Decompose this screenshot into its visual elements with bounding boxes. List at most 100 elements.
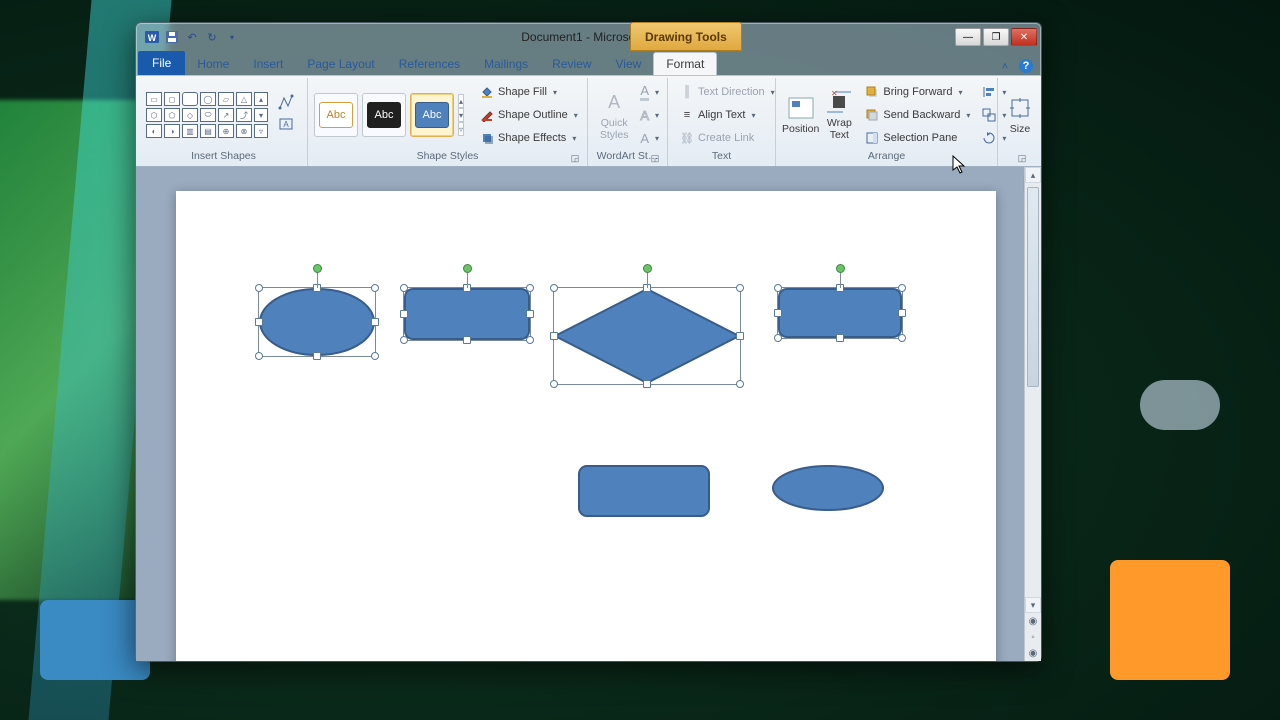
tab-references[interactable]: References (387, 53, 472, 75)
save-icon[interactable] (164, 29, 180, 45)
selection-box (553, 287, 741, 385)
text-box-icon[interactable]: A (278, 116, 294, 137)
selection-pane-button[interactable]: Selection Pane (859, 127, 976, 149)
quick-styles-icon: A (598, 88, 630, 116)
next-page-icon[interactable]: ◉ (1025, 645, 1041, 661)
help-icon[interactable]: ? (1019, 59, 1033, 73)
vertical-scrollbar[interactable]: ▴ ▾ ◉ ◦ ◉ (1024, 167, 1041, 661)
shape-styles-gallery[interactable]: AbcAbcAbc (314, 93, 454, 137)
text-outline-button: A (638, 104, 661, 126)
resize-handle[interactable] (736, 380, 744, 388)
resize-handle[interactable] (400, 284, 408, 292)
group-size: Size ◲ (998, 78, 1034, 166)
titlebar: W ↶ ↻ ▾ Document1 - Microsoft Word — ❐ ✕ (136, 23, 1041, 51)
resize-handle[interactable] (550, 332, 558, 340)
browse-object-icon[interactable]: ◦ (1025, 629, 1041, 645)
shape-fill-button[interactable]: Shape Fill (474, 81, 584, 103)
group-label-insert-shapes: Insert Shapes (146, 150, 301, 166)
shape-effects-button[interactable]: Shape Effects (474, 127, 584, 149)
dialog-launcher-icon[interactable]: ◲ (569, 153, 581, 165)
resize-handle[interactable] (400, 336, 408, 344)
resize-handle[interactable] (526, 336, 534, 344)
close-button[interactable]: ✕ (1011, 28, 1037, 46)
group-text: ║Text Direction ≡Align Text ⛓Create Link… (668, 78, 776, 166)
resize-handle[interactable] (898, 309, 906, 317)
wrap-text-button[interactable]: ✕ Wrap Text (823, 82, 855, 148)
edit-shape-icon[interactable] (278, 94, 294, 115)
resize-handle[interactable] (255, 352, 263, 360)
tab-home[interactable]: Home (185, 53, 241, 75)
rotation-handle[interactable] (643, 264, 652, 273)
bucket-icon (480, 85, 494, 99)
rotation-handle[interactable] (463, 264, 472, 273)
ribbon-tabs: File Home Insert Page Layout References … (136, 51, 1041, 75)
tab-insert[interactable]: Insert (241, 53, 295, 75)
ellipse-shape[interactable] (772, 465, 884, 511)
resize-handle[interactable] (463, 336, 471, 344)
resize-handle[interactable] (898, 334, 906, 342)
redo-icon[interactable]: ↻ (204, 29, 220, 45)
minimize-button[interactable]: — (955, 28, 981, 46)
bring-forward-button[interactable]: Bring Forward (859, 81, 976, 103)
resize-handle[interactable] (371, 284, 379, 292)
maximize-button[interactable]: ❐ (983, 28, 1009, 46)
style-thumb[interactable]: Abc (314, 93, 358, 137)
selection-box (403, 287, 531, 341)
group-arrange: Position ✕ Wrap Text Bring Forward Send … (776, 78, 998, 166)
resize-handle[interactable] (550, 284, 558, 292)
resize-handle[interactable] (774, 284, 782, 292)
scroll-up-icon[interactable]: ▴ (1025, 167, 1041, 183)
size-button[interactable]: Size (1004, 82, 1036, 148)
tab-review[interactable]: Review (540, 53, 603, 75)
style-thumb[interactable]: Abc (362, 93, 406, 137)
tab-mailings[interactable]: Mailings (472, 53, 540, 75)
rotation-handle[interactable] (836, 264, 845, 273)
undo-icon[interactable]: ↶ (184, 29, 200, 45)
style-thumb[interactable]: Abc (410, 93, 454, 137)
roundrect-shape[interactable] (578, 465, 710, 517)
group-insert-shapes: ▭◻◯▱△▴ ⬡⬠◇⬭↗⤴▾ ◐◑▥▤⊕⊗▿ A Insert Shapes (140, 78, 308, 166)
resize-handle[interactable] (371, 352, 379, 360)
dialog-launcher-icon[interactable]: ◲ (1016, 153, 1028, 165)
resize-handle[interactable] (898, 284, 906, 292)
resize-handle[interactable] (526, 284, 534, 292)
resize-handle[interactable] (400, 310, 408, 318)
position-button[interactable]: Position (782, 82, 819, 148)
resize-handle[interactable] (526, 310, 534, 318)
resize-handle[interactable] (736, 284, 744, 292)
resize-handle[interactable] (774, 334, 782, 342)
qat-more-icon[interactable]: ▾ (224, 29, 240, 45)
effects-icon (480, 131, 494, 145)
resize-handle[interactable] (255, 284, 263, 292)
resize-handle[interactable] (736, 332, 744, 340)
gallery-spinner[interactable]: ▴▾▿ (458, 94, 464, 136)
scroll-down-icon[interactable]: ▾ (1025, 597, 1041, 613)
bring-forward-icon (865, 85, 879, 99)
tab-page-layout[interactable]: Page Layout (295, 53, 386, 75)
group-icon (982, 108, 996, 122)
resize-handle[interactable] (550, 380, 558, 388)
ribbon-minimize-icon[interactable]: ˄ (997, 59, 1013, 75)
tab-view[interactable]: View (604, 53, 654, 75)
shapes-gallery[interactable]: ▭◻◯▱△▴ ⬡⬠◇⬭↗⤴▾ ◐◑▥▤⊕⊗▿ (146, 92, 270, 138)
resize-handle[interactable] (774, 309, 782, 317)
resize-handle[interactable] (255, 318, 263, 326)
resize-handle[interactable] (313, 352, 321, 360)
drawing-tools-context-tab[interactable]: Drawing Tools (630, 22, 742, 51)
resize-handle[interactable] (371, 318, 379, 326)
send-backward-button[interactable]: Send Backward (859, 104, 976, 126)
tab-file[interactable]: File (138, 51, 185, 75)
resize-handle[interactable] (836, 334, 844, 342)
shape-outline-button[interactable]: Shape Outline (474, 104, 584, 126)
scroll-thumb[interactable] (1027, 187, 1039, 387)
prev-page-icon[interactable]: ◉ (1025, 613, 1041, 629)
dialog-launcher-icon[interactable]: ◲ (649, 153, 661, 165)
page[interactable] (176, 191, 996, 661)
word-icon: W (144, 29, 160, 45)
rotation-handle[interactable] (313, 264, 322, 273)
selection-box (258, 287, 376, 357)
resize-handle[interactable] (643, 380, 651, 388)
align-text-button[interactable]: ≡Align Text (674, 104, 781, 126)
document-area[interactable]: ▴ ▾ ◉ ◦ ◉ (136, 167, 1041, 661)
tab-format[interactable]: Format (653, 52, 717, 75)
